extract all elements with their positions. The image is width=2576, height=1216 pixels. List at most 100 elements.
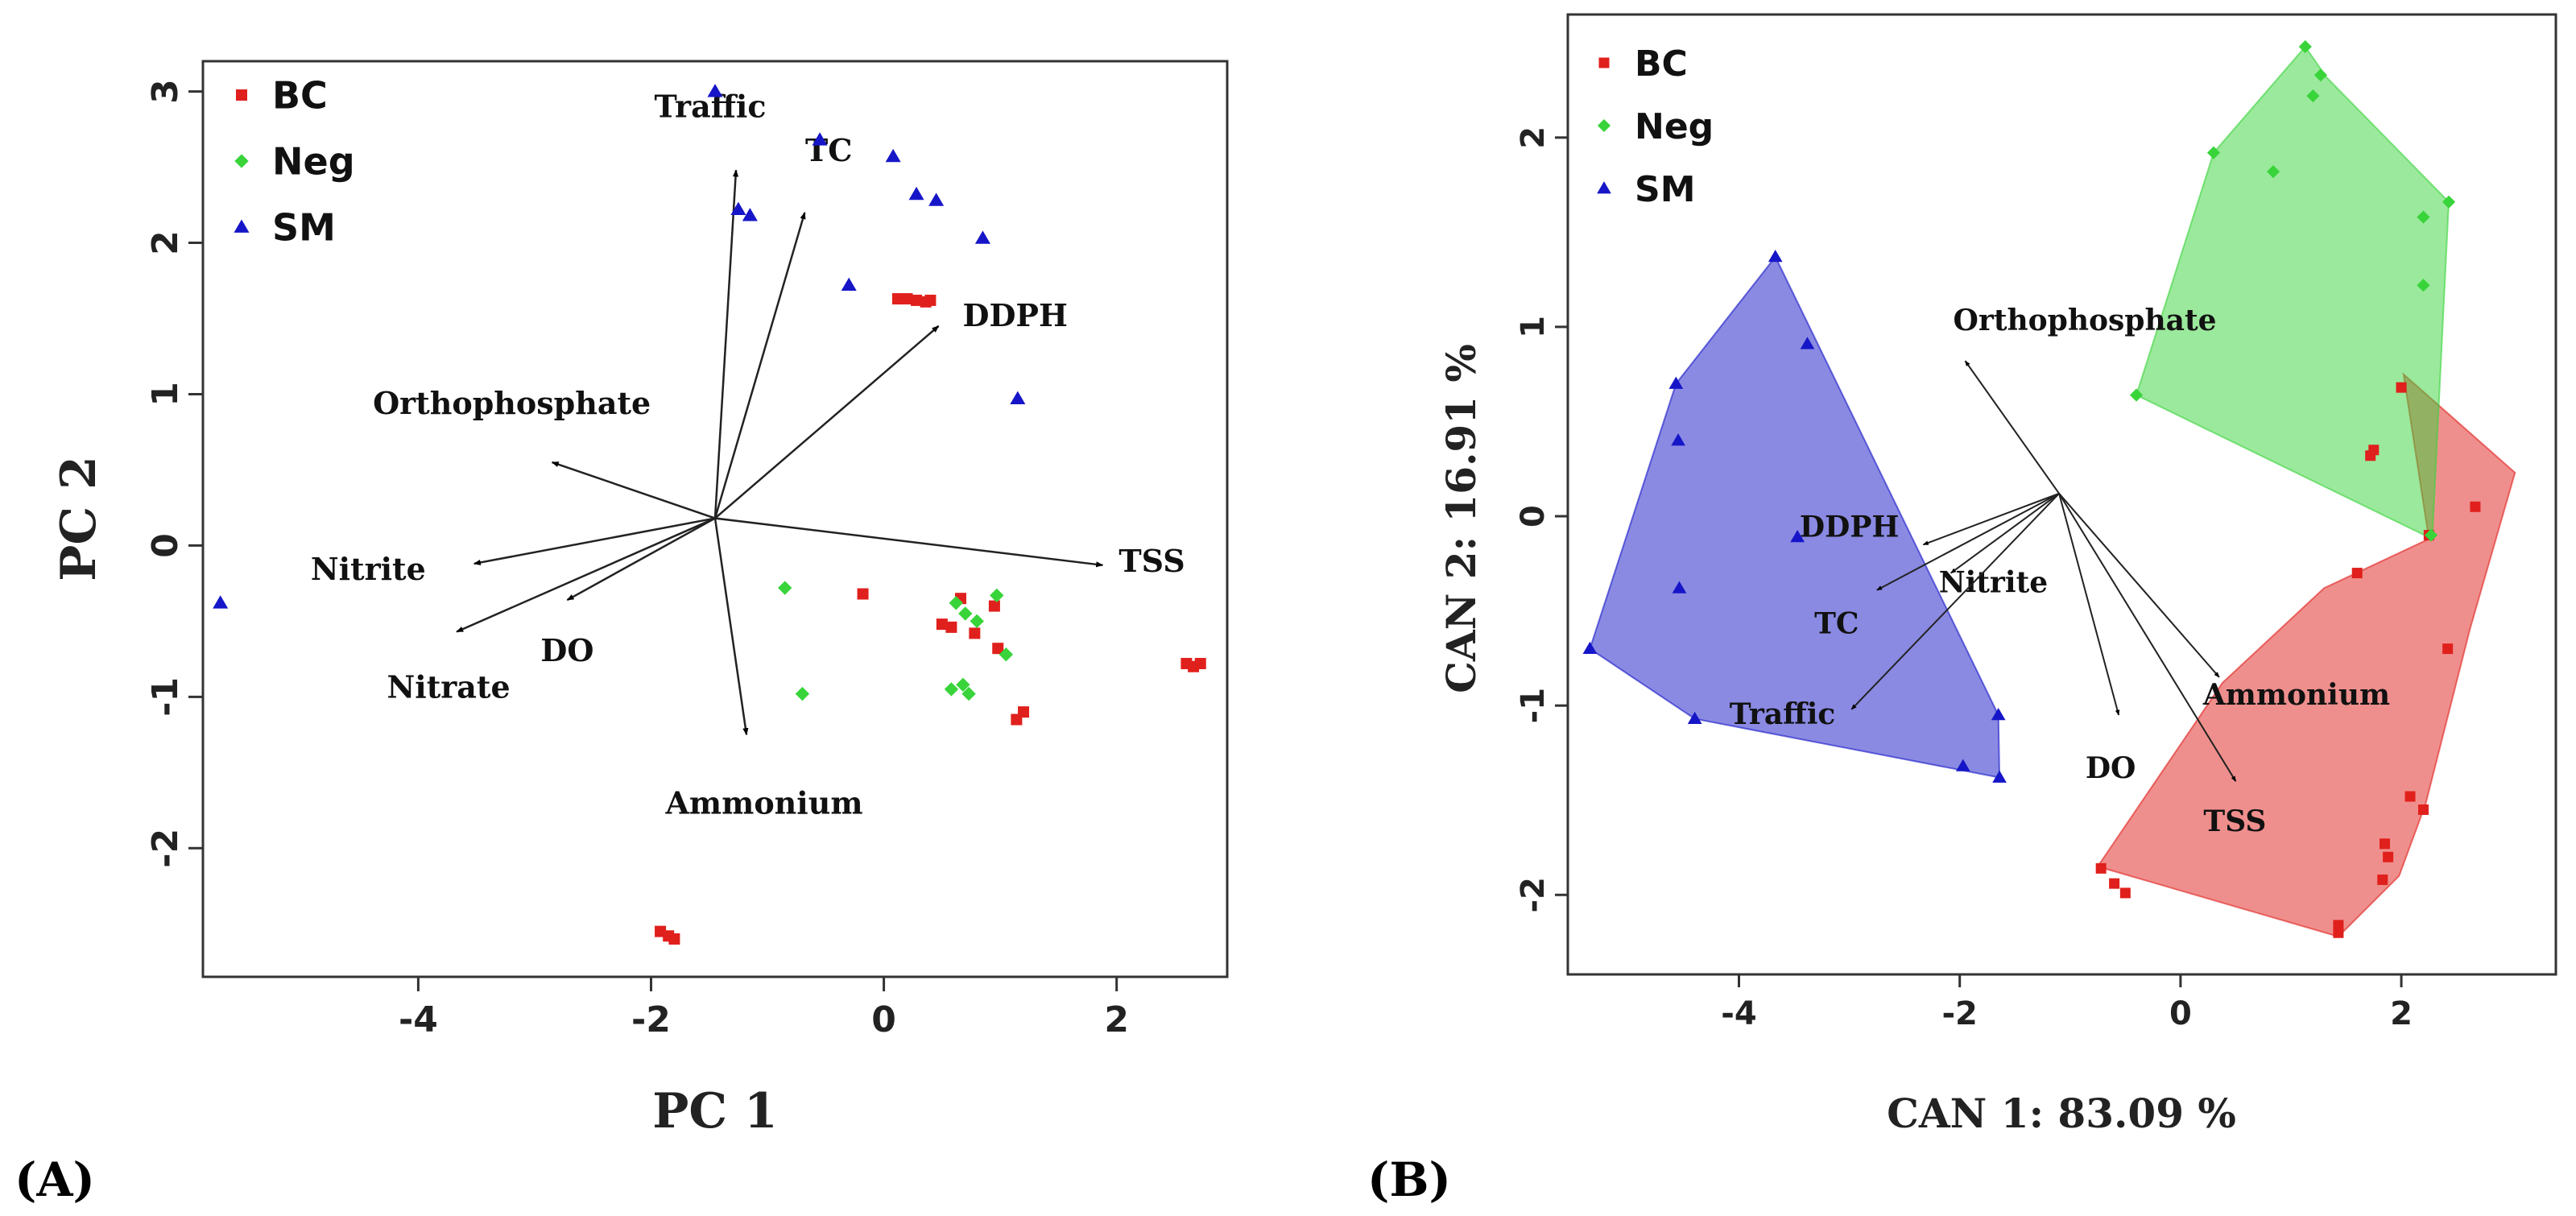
point-neg <box>2442 195 2456 209</box>
x-ticks-b: -4 -2 0 2 <box>1721 974 2413 1032</box>
point-neg <box>990 588 1004 603</box>
hull-neg <box>2135 45 2450 540</box>
y-ticks-a: -2 -1 0 1 2 3 <box>145 79 203 868</box>
x-tick-label: 2 <box>2390 995 2413 1032</box>
loading-arrow-do <box>2058 493 2120 716</box>
point-sm <box>1790 530 1805 543</box>
point-bc <box>2442 643 2454 655</box>
loading-arrow-nitrate <box>456 517 716 633</box>
y-tick-label: -2 <box>1515 877 1552 912</box>
loading-arrow-ddph <box>1922 492 2060 546</box>
point-bc <box>969 627 981 639</box>
loading-arrow-orthophosphate <box>1964 360 2060 494</box>
x-axis-title-b: CAN 1: 83.09 % <box>1887 1090 2236 1137</box>
legend-marker-neg <box>1597 118 1611 133</box>
point-bc <box>936 618 948 631</box>
point-sm <box>928 192 945 206</box>
point-bc <box>857 588 869 600</box>
loading-label-do: DO <box>540 632 593 668</box>
legend-label-neg: Neg <box>1635 106 1714 147</box>
loading-label-orthophosphate: Orthophosphate <box>373 385 651 421</box>
legend-label-sm: SM <box>1635 169 1695 210</box>
point-neg <box>2306 89 2320 103</box>
x-tick-label: -2 <box>631 999 671 1040</box>
legend-label-bc: BC <box>272 74 328 118</box>
point-bc <box>891 293 903 305</box>
point-neg <box>2206 146 2221 159</box>
point-neg <box>2129 388 2144 402</box>
point-bc <box>2365 450 2376 461</box>
point-neg <box>2266 165 2280 179</box>
loading-label-tc: TC <box>1814 607 1859 641</box>
x-tick-label: -4 <box>1721 995 1756 1032</box>
point-neg <box>961 686 976 701</box>
point-bc <box>945 621 957 633</box>
loading-arrow-nitrite <box>1950 493 2060 574</box>
point-bc <box>2351 568 2363 579</box>
point-sm <box>730 201 746 216</box>
x-tick-label: 0 <box>871 999 896 1040</box>
y-tick-label: -1 <box>145 677 186 717</box>
x-tick-label: 2 <box>1104 999 1129 1040</box>
point-sm <box>841 277 857 291</box>
point-bc <box>668 933 680 945</box>
point-bc <box>2383 851 2394 862</box>
loading-arrow-ammonium <box>2058 493 2220 678</box>
loading-label-orthophosphate: Orthophosphate <box>1954 304 2217 337</box>
point-sm <box>1768 250 1783 263</box>
panel-label-a: (A) <box>14 1152 95 1207</box>
y-tick-label: -1 <box>1515 688 1552 723</box>
point-neg <box>944 682 959 697</box>
y-tick-label: -2 <box>145 829 186 868</box>
loading-label-traffic: Traffic <box>1730 697 1836 731</box>
y-tick-label: 2 <box>1515 126 1552 149</box>
legend-marker-neg <box>234 154 249 168</box>
legend-label-bc: BC <box>1635 43 1688 85</box>
loadings-a: TrafficTCDDPHOrthophosphateNitriteNitrat… <box>311 88 1185 821</box>
plot-frame-a <box>201 60 1229 978</box>
x-tick-label: 0 <box>2169 995 2192 1032</box>
point-sm <box>707 84 723 97</box>
point-neg <box>956 677 970 692</box>
y-ticks-b: -2 -1 0 1 2 <box>1515 126 1568 912</box>
point-sm <box>1687 711 1702 724</box>
point-neg <box>795 686 810 701</box>
y-tick-label: 3 <box>145 79 186 104</box>
loading-label-tc: TC <box>805 132 853 168</box>
point-sm <box>742 208 758 221</box>
legend-label-sm: SM <box>272 206 336 250</box>
x-tick-label: -2 <box>1941 995 1977 1032</box>
y-tick-label: 0 <box>1515 505 1552 527</box>
loading-arrow-do <box>566 517 716 602</box>
point-sm <box>1671 433 1685 446</box>
legend-marker-sm <box>234 219 250 233</box>
point-bc <box>2109 878 2120 889</box>
loading-label-tss: TSS <box>1118 543 1185 579</box>
loading-label-nitrate: Nitrate <box>387 669 511 705</box>
loading-label-ammonium: Ammonium <box>664 784 862 821</box>
polygons-b <box>1589 45 2516 938</box>
legend-marker-sm <box>1597 181 1611 194</box>
x-tick-label: -4 <box>399 999 438 1040</box>
loading-label-ddph: DDPH <box>1800 510 1900 544</box>
point-bc <box>2404 791 2416 802</box>
point-sm <box>1010 391 1026 404</box>
loading-arrow-tss <box>2058 493 2237 782</box>
loading-arrow-nitrite <box>473 517 716 565</box>
point-neg <box>949 596 963 610</box>
point-bc <box>2119 887 2131 899</box>
plot-frame-b <box>1566 13 2557 976</box>
point-neg <box>778 581 792 595</box>
legend-b: BC Neg SM <box>1597 43 1714 210</box>
point-bc <box>2333 927 2344 938</box>
point-neg <box>2298 39 2312 54</box>
loading-arrow-tss <box>714 517 1104 568</box>
legend-marker-bc <box>236 89 247 101</box>
point-sm <box>974 230 990 244</box>
y-tick-label: 1 <box>145 382 186 407</box>
y-tick-label: 2 <box>145 230 186 255</box>
point-bc <box>2377 874 2388 885</box>
loading-label-do: DO <box>2086 751 2136 785</box>
point-neg <box>2417 279 2430 292</box>
